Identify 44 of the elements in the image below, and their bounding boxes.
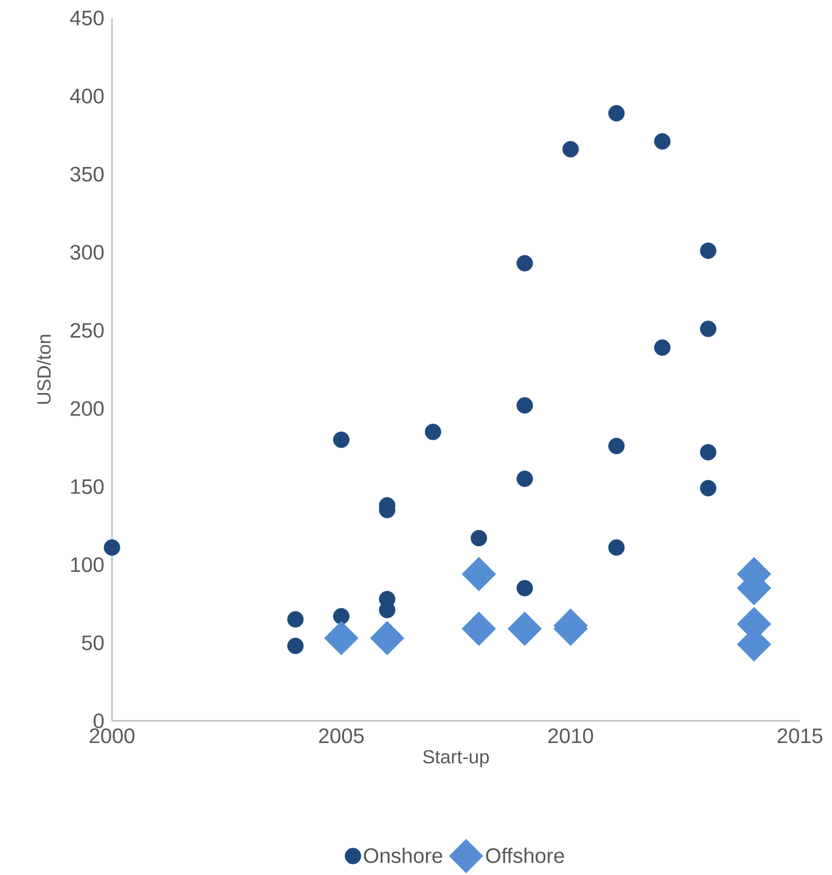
- point: [424, 424, 442, 440]
- y-tick-label: 250: [70, 322, 104, 338]
- point: [470, 530, 488, 546]
- y-tick-label: 350: [70, 166, 104, 182]
- point: [700, 320, 716, 338]
- point: [104, 539, 120, 556]
- point: [516, 470, 533, 487]
- x-tick-label: 2015: [778, 728, 822, 744]
- point: [333, 432, 350, 448]
- point: [462, 556, 496, 592]
- point: [508, 612, 542, 646]
- point: [333, 608, 350, 624]
- point: [287, 611, 304, 628]
- y-tick-label: 200: [70, 401, 104, 416]
- point: [516, 580, 533, 596]
- point: [287, 638, 304, 654]
- point: [608, 438, 625, 454]
- x-tick-label: 2000: [90, 728, 134, 744]
- point: [700, 480, 716, 496]
- point: [700, 444, 716, 460]
- x-axis-title: Start-up: [423, 750, 489, 768]
- point: [654, 339, 671, 356]
- point: [562, 141, 579, 158]
- y-tick-label: 150: [71, 479, 104, 494]
- legend-label: Onshore: [364, 848, 442, 864]
- point: [516, 255, 533, 272]
- point: [370, 620, 404, 656]
- point: [700, 242, 716, 259]
- point: [324, 620, 359, 656]
- legend-label: Offshore: [486, 848, 564, 864]
- y-tick-label: 300: [70, 244, 104, 260]
- y-tick-label: 100: [71, 557, 104, 572]
- y-tick-label: 450: [70, 10, 104, 26]
- point: [608, 539, 625, 556]
- y-tick-label: 400: [70, 88, 104, 104]
- y-axis-title: USD/ton: [36, 334, 51, 404]
- point: [516, 397, 533, 414]
- x-tick-label: 2010: [548, 728, 594, 744]
- y-tick-label: 0: [94, 713, 104, 728]
- point: [462, 612, 496, 646]
- x-tick-label: 2005: [319, 728, 364, 744]
- point: [608, 105, 625, 122]
- y-tick-label: 50: [82, 635, 104, 650]
- point: [654, 133, 671, 150]
